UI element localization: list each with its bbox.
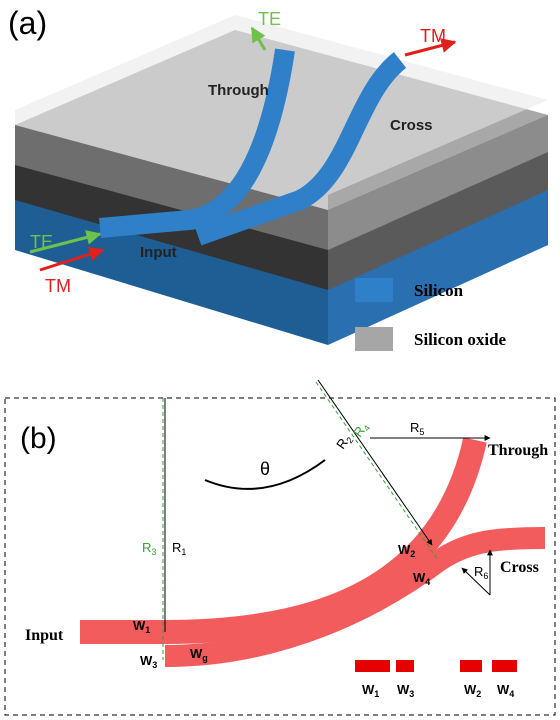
port-label: Through (488, 442, 548, 459)
symbol-base: W (362, 682, 375, 697)
port-label: Input (140, 244, 177, 261)
legend-label: Silicon oxide (414, 330, 507, 349)
symbol-sub: 3 (409, 689, 414, 699)
symbol-base: W (190, 646, 203, 661)
symbol-sub: 4 (425, 577, 430, 587)
symbol-base: R (410, 420, 419, 435)
symbol: W2 (464, 682, 481, 699)
symbol-base: W (413, 570, 426, 585)
symbol-sub: 4 (509, 689, 514, 699)
symbol-sub: 5 (419, 427, 424, 437)
radius-line (318, 380, 432, 545)
port-label: Input (25, 627, 64, 644)
width-swatch (355, 660, 390, 672)
figure: (a) TE TM TE TM Through Cross Input Sili… (0, 0, 560, 720)
panel-a: (a) TE TM TE TM Through Cross Input Sili… (8, 5, 548, 351)
legend-swatch (355, 327, 393, 351)
symbol-sub: 3 (151, 547, 156, 557)
symbol: R3 (142, 540, 156, 557)
symbol-sub: 1 (181, 547, 186, 557)
symbol: W4 (497, 682, 514, 699)
symbol-base: W (464, 682, 477, 697)
symbol: R4 (350, 419, 372, 441)
symbol-base: W (497, 682, 510, 697)
symbol-sub: 2 (476, 689, 481, 699)
legend-swatch (355, 278, 393, 302)
symbol: W3 (140, 653, 157, 670)
symbol-base: R (474, 564, 483, 579)
symbol-sub: g (202, 653, 208, 663)
symbol-base: W (398, 542, 411, 557)
port-label: Through (208, 82, 269, 99)
angle-label: θ (260, 459, 270, 479)
symbol-sub: 2 (410, 549, 415, 559)
symbol: R6 (474, 564, 488, 581)
width-swatch (460, 660, 482, 672)
waveguide-through (80, 440, 475, 632)
symbol: R1 (172, 540, 186, 557)
panel-b: (b) θ R3 R1 R2 R4 R5 R6 W2 W4 W1 Wg W3 T… (5, 380, 555, 715)
tm-label: TM (45, 276, 71, 296)
te-label: TE (258, 9, 281, 29)
port-label: Cross (390, 117, 433, 134)
symbol-base: R (142, 540, 151, 555)
symbol-base: W (133, 618, 146, 633)
radius-line (316, 382, 438, 560)
symbol: W1 (362, 682, 379, 699)
symbol-sub: 6 (483, 571, 488, 581)
tm-label: TM (420, 26, 446, 46)
symbol-base: R (172, 540, 181, 555)
symbol: R5 (410, 420, 424, 437)
symbol-base: W (397, 682, 410, 697)
te-label: TE (30, 232, 53, 252)
symbol: W3 (397, 682, 414, 699)
port-label: Cross (500, 559, 539, 576)
symbol-sub: 1 (145, 625, 150, 635)
legend-label: Silicon (414, 281, 464, 300)
panel-label: (b) (20, 422, 57, 455)
width-swatch (492, 660, 517, 672)
panel-label: (a) (8, 5, 47, 41)
width-swatch (396, 660, 414, 672)
symbol-sub: 1 (374, 689, 379, 699)
symbol-sub: 3 (152, 660, 157, 670)
symbol-base: W (140, 653, 153, 668)
